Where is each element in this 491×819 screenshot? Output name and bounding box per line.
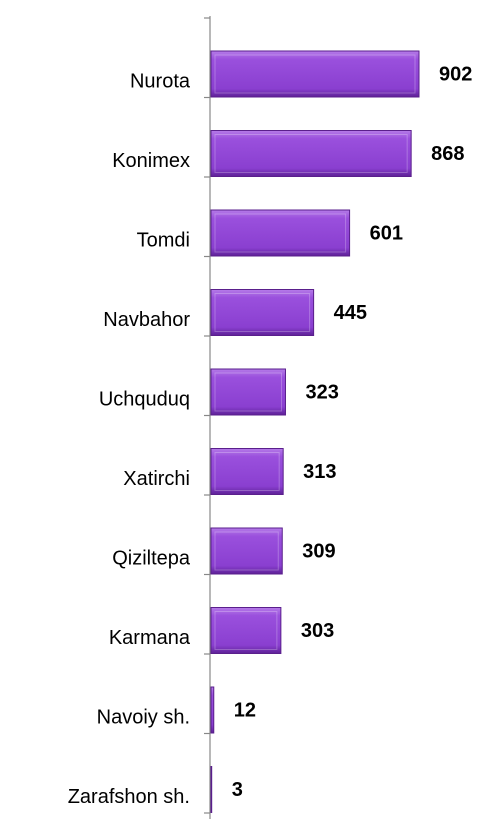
- data-label: 868: [431, 143, 464, 165]
- bar: [210, 130, 412, 177]
- bar-bevel: [214, 134, 408, 173]
- category-label: Nurota: [130, 70, 191, 92]
- bar: [210, 209, 351, 257]
- category-label: Qiziltepa: [112, 547, 191, 569]
- bar-bevel: [214, 293, 311, 332]
- category-label: Zarafshon sh.: [68, 786, 190, 808]
- category-label: Tomdi: [137, 229, 190, 251]
- bar: [210, 686, 215, 734]
- data-label: 303: [301, 620, 334, 642]
- bar-bevel: [214, 372, 282, 412]
- category-label: Navbahor: [103, 309, 190, 331]
- bar: [210, 50, 420, 98]
- data-label: 601: [370, 222, 403, 244]
- bar-bevel: [214, 611, 278, 650]
- category-label: Konimex: [112, 150, 190, 172]
- bar-bevel: [214, 213, 347, 253]
- bar-bevel: [214, 452, 280, 491]
- bar: [210, 448, 284, 495]
- bar: [210, 527, 283, 575]
- data-label: 12: [234, 699, 256, 721]
- bar-bevel: [214, 54, 416, 94]
- category-label: Navoiy sh.: [97, 706, 190, 728]
- category-label: Uchquduq: [99, 388, 190, 410]
- data-label: 313: [303, 461, 336, 483]
- bar: [210, 368, 286, 416]
- bar: [210, 289, 315, 336]
- bar: [210, 766, 213, 813]
- data-label: 309: [302, 540, 335, 562]
- data-label: 323: [305, 381, 338, 403]
- data-label: 902: [439, 63, 472, 85]
- category-label: Karmana: [109, 627, 191, 649]
- data-label: 445: [334, 302, 367, 324]
- bar: [210, 607, 282, 654]
- category-label: Xatirchi: [123, 468, 190, 490]
- data-label: 3: [232, 779, 243, 801]
- bar-bevel: [214, 531, 279, 571]
